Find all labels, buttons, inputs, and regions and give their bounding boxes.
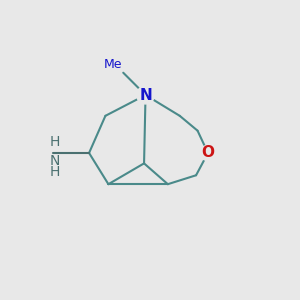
Circle shape [200, 145, 216, 161]
Text: Me: Me [103, 58, 122, 71]
Text: N: N [139, 88, 152, 103]
Text: H: H [50, 134, 60, 148]
Text: H: H [50, 165, 60, 179]
Circle shape [136, 86, 154, 104]
Text: N: N [50, 154, 60, 169]
Text: O: O [202, 146, 214, 160]
